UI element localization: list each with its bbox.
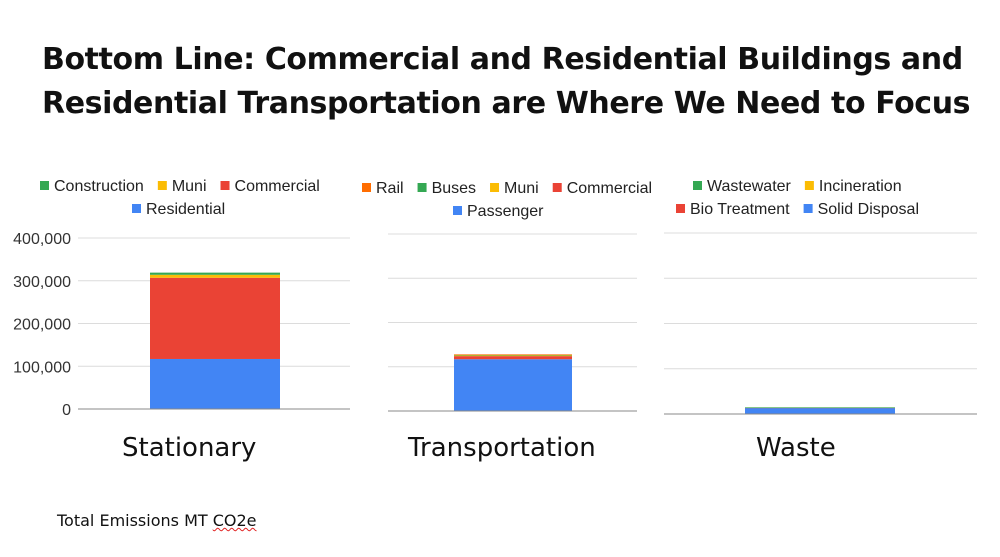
transportation-bar-buses <box>454 354 572 356</box>
stationary-bar-muni <box>150 274 280 278</box>
legend-label-muni: Muni <box>172 178 207 195</box>
legend-label-buses: Buses <box>432 180 476 197</box>
stationary-bar-commercial <box>150 277 280 359</box>
legend-swatch-commercial <box>220 181 230 190</box>
category-label-transportation: Transportation <box>408 433 596 463</box>
y-tick-label: 400,000 <box>13 231 71 248</box>
y-tick-label: 200,000 <box>13 317 71 334</box>
legend-label-bio-treatment: Bio Treatment <box>690 201 790 218</box>
legend-swatch-commercial <box>552 183 562 192</box>
legend-swatch-incineration <box>804 181 814 190</box>
legend-label-passenger: Passenger <box>467 203 544 220</box>
waste-bar-wastewater <box>745 407 895 408</box>
footnote: Total Emissions MT CO2e <box>57 511 257 530</box>
y-tick-label: 0 <box>62 402 71 419</box>
legend-swatch-muni <box>490 183 500 192</box>
waste-bar-solid-disposal <box>745 407 895 414</box>
legend-label-residential: Residential <box>146 201 225 218</box>
transportation-bar-commercial <box>454 356 572 360</box>
transportation-bar-muni <box>454 355 572 357</box>
slide-title: Bottom Line: Commercial and Residential … <box>42 38 982 126</box>
legend-swatch-passenger <box>453 206 462 215</box>
legend-swatch-construction <box>40 181 49 190</box>
legend-label-construction: Construction <box>54 178 144 195</box>
category-label-waste: Waste <box>756 433 836 463</box>
footnote-unit: CO2e <box>212 511 257 530</box>
legend-label-wastewater: Wastewater <box>707 178 792 195</box>
legend-label-commercial: Commercial <box>567 180 652 197</box>
stationary-bar-construction <box>150 272 280 275</box>
legend-swatch-residential <box>132 204 141 213</box>
transportation-bar-rail <box>454 354 572 355</box>
footnote-text: Total Emissions MT <box>57 511 213 530</box>
category-label-stationary: Stationary <box>122 433 257 463</box>
transportation-bar-passenger <box>454 359 572 411</box>
slide-title-line-1: Bottom Line: Commercial and Residential … <box>42 42 963 77</box>
legend-label-incineration: Incineration <box>819 178 902 195</box>
legend-label-solid-disposal: Solid Disposal <box>818 201 919 218</box>
legend-swatch-rail <box>362 183 371 192</box>
legend-swatch-muni <box>157 181 167 190</box>
stationary-bar-residential <box>150 358 280 409</box>
y-tick-label: 300,000 <box>13 274 71 291</box>
legend-swatch-solid-disposal <box>803 204 813 213</box>
slide-title-line-2: Residential Transportation are Where We … <box>42 86 971 121</box>
legend-label-muni: Muni <box>504 180 539 197</box>
legend-swatch-bio-treatment <box>676 204 685 213</box>
legend-swatch-wastewater <box>693 181 702 190</box>
legend-swatch-buses <box>417 183 427 192</box>
legend-label-commercial: Commercial <box>235 178 320 195</box>
y-tick-label: 100,000 <box>13 359 71 376</box>
legend-label-rail: Rail <box>376 180 404 197</box>
